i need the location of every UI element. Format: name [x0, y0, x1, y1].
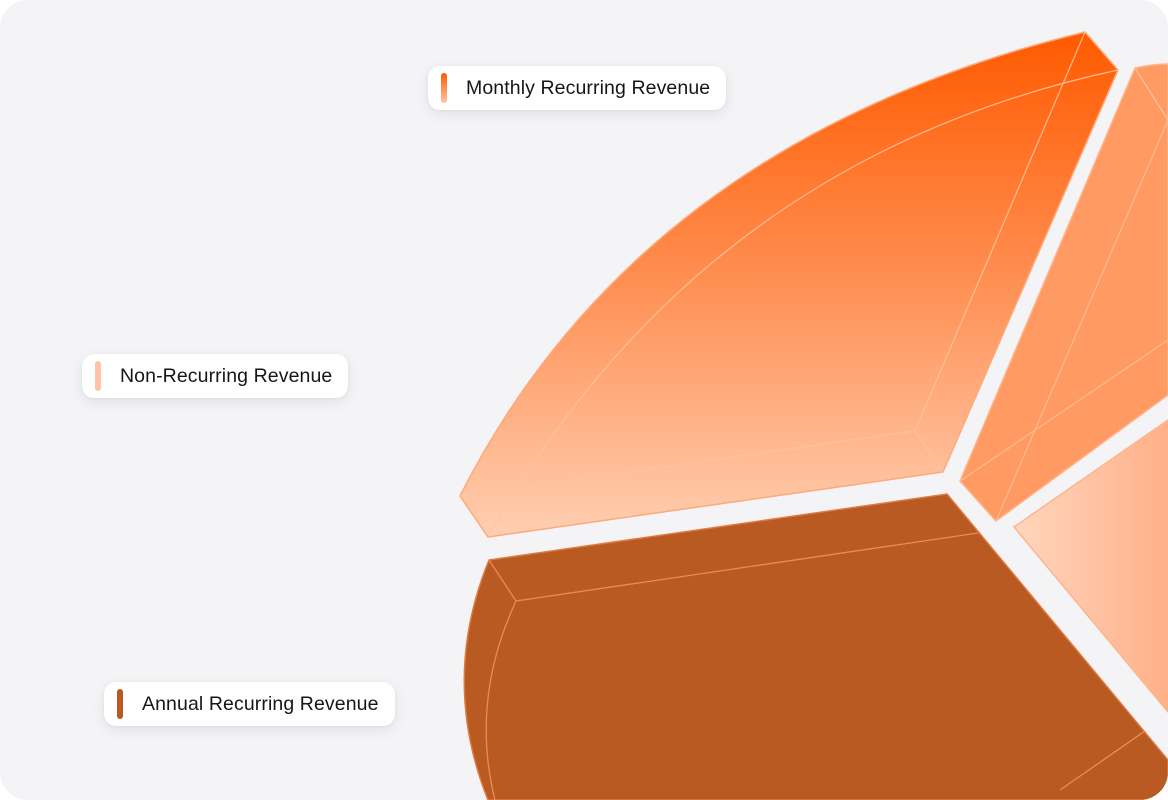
legend-label: Monthly Recurring Revenue [466, 76, 711, 99]
slice-non-recurring-revenue[interactable] [1012, 419, 1168, 714]
slice-monthly-recurring-revenue[interactable] [459, 31, 1119, 538]
legend-item-monthly-recurring-revenue[interactable]: Monthly Recurring Revenue [428, 66, 727, 110]
slice-side-segment[interactable] [959, 63, 1168, 523]
legend-label: Annual Recurring Revenue [142, 692, 379, 715]
legend-item-annual-recurring-revenue[interactable]: Annual Recurring Revenue [104, 682, 395, 726]
legend-swatch-mrr [441, 73, 447, 103]
legend-swatch-arr [117, 689, 123, 719]
slice-annual-recurring-revenue[interactable] [463, 493, 1168, 800]
legend-label: Non-Recurring Revenue [120, 364, 333, 387]
legend-item-non-recurring-revenue[interactable]: Non-Recurring Revenue [82, 354, 349, 398]
legend-swatch-nrr [95, 361, 101, 391]
